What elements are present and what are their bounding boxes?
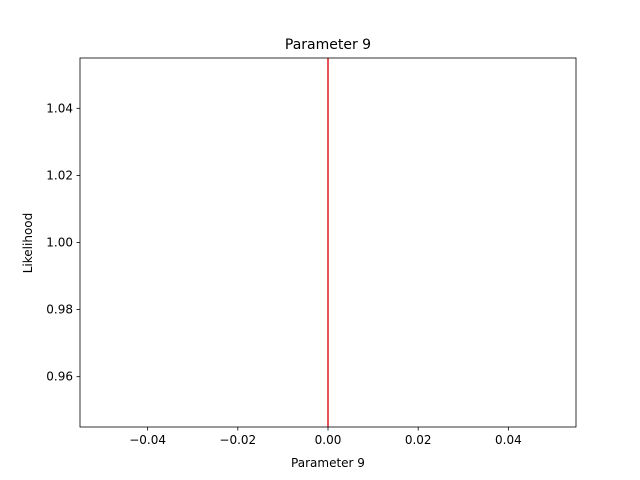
plot-area: −0.04 −0.02 0.00 0.02 0.04 0.96 0.98 1.00 1.02 1.… <box>46 57 577 447</box>
x-tick-label: −0.02 <box>219 433 256 447</box>
y-tick-label: 1.00 <box>46 236 73 250</box>
x-tick-label: −0.04 <box>129 433 166 447</box>
x-tick-label: 0.04 <box>495 433 522 447</box>
y-axis-label: Likelihood <box>21 213 35 274</box>
y-tick-label: 1.02 <box>46 168 73 182</box>
x-tick-label: 0.02 <box>405 433 432 447</box>
chart-title: Parameter 9 <box>285 37 371 53</box>
x-axis-label: Parameter 9 <box>291 456 365 470</box>
y-tick-label: 1.04 <box>46 101 73 115</box>
y-tick-label: 0.96 <box>46 370 73 384</box>
y-tick-label: 0.98 <box>46 303 73 317</box>
x-tick-label: 0.00 <box>315 433 342 447</box>
